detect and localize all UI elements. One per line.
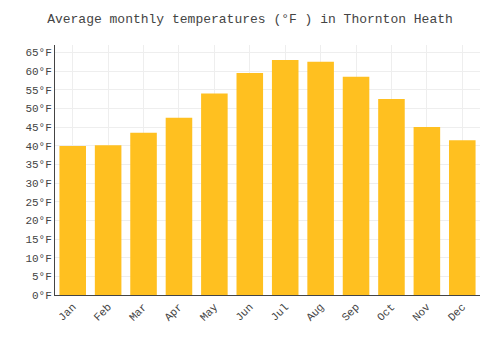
svg-text:5°F: 5°F xyxy=(32,271,52,283)
svg-text:50°F: 50°F xyxy=(25,103,51,115)
svg-text:Aug: Aug xyxy=(304,301,326,323)
svg-text:30°F: 30°F xyxy=(25,178,51,190)
svg-text:Dec: Dec xyxy=(446,301,468,323)
svg-text:Oct: Oct xyxy=(375,301,397,323)
svg-text:Mar: Mar xyxy=(127,301,149,323)
svg-text:0°F: 0°F xyxy=(32,290,52,302)
svg-text:40°F: 40°F xyxy=(25,141,51,153)
svg-text:Jan: Jan xyxy=(56,301,78,323)
svg-text:65°F: 65°F xyxy=(25,47,51,59)
svg-text:60°F: 60°F xyxy=(25,66,51,78)
svg-text:Jul: Jul xyxy=(269,301,291,323)
svg-text:Jun: Jun xyxy=(233,301,255,323)
svg-text:20°F: 20°F xyxy=(25,215,51,227)
svg-text:Average monthly temperatures (: Average monthly temperatures (°F ) in Th… xyxy=(47,12,453,27)
svg-text:35°F: 35°F xyxy=(25,159,51,171)
svg-text:Nov: Nov xyxy=(410,301,433,324)
svg-text:May: May xyxy=(198,301,221,324)
svg-text:55°F: 55°F xyxy=(25,85,51,97)
svg-text:Feb: Feb xyxy=(92,301,114,323)
svg-text:25°F: 25°F xyxy=(25,197,51,209)
svg-text:10°F: 10°F xyxy=(25,253,51,265)
svg-text:45°F: 45°F xyxy=(25,122,51,134)
svg-text:15°F: 15°F xyxy=(25,234,51,246)
svg-text:Apr: Apr xyxy=(162,301,184,323)
svg-text:Sep: Sep xyxy=(340,301,362,323)
